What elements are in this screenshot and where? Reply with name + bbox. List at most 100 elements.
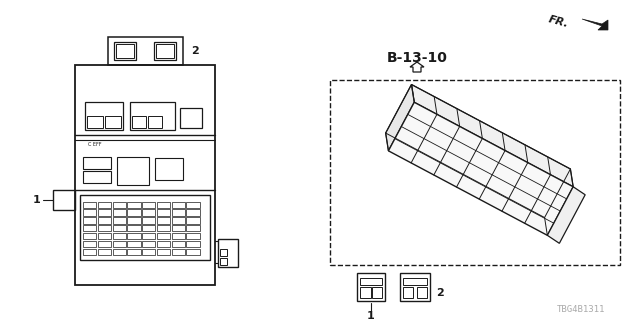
Bar (157, 202, 170, 208)
Bar (130, 102, 175, 130)
Bar (157, 249, 170, 255)
Bar (417, 287, 427, 298)
Bar (142, 241, 156, 247)
Text: 2: 2 (191, 46, 198, 56)
Bar (113, 249, 125, 255)
Bar (108, 37, 182, 65)
Bar (85, 102, 123, 130)
Polygon shape (412, 84, 573, 187)
Bar (186, 209, 200, 216)
Bar (83, 171, 111, 183)
Bar (400, 273, 430, 301)
Polygon shape (386, 84, 414, 151)
Bar (113, 241, 125, 247)
Bar (127, 225, 141, 231)
Bar (113, 217, 125, 224)
Text: C EFF: C EFF (88, 142, 102, 148)
Bar (157, 233, 170, 239)
Bar (357, 273, 385, 301)
Bar (172, 202, 185, 208)
Bar (83, 225, 96, 231)
Bar (53, 190, 75, 210)
Bar (157, 209, 170, 216)
Bar (98, 225, 111, 231)
Bar (218, 239, 238, 267)
Bar (155, 158, 183, 180)
Text: TBG4B1311: TBG4B1311 (557, 305, 605, 314)
Bar (87, 116, 103, 128)
Bar (180, 108, 202, 128)
Text: 1: 1 (367, 311, 375, 320)
Polygon shape (388, 102, 573, 235)
Bar (83, 241, 96, 247)
Bar (172, 209, 185, 216)
Bar (142, 225, 156, 231)
Bar (220, 249, 227, 256)
Bar (98, 249, 111, 255)
Bar (186, 233, 200, 239)
Bar (403, 278, 427, 285)
Bar (127, 241, 141, 247)
Bar (148, 116, 162, 128)
Bar (172, 217, 185, 224)
Bar (372, 287, 382, 298)
Bar (98, 233, 111, 239)
Bar (142, 202, 156, 208)
Bar (142, 249, 156, 255)
Bar (156, 44, 173, 58)
Bar (186, 217, 200, 224)
Bar (83, 202, 96, 208)
Bar (186, 202, 200, 208)
Text: 1: 1 (33, 195, 41, 205)
Polygon shape (582, 19, 608, 30)
Bar (83, 157, 111, 169)
Bar (220, 258, 227, 265)
Bar (330, 80, 620, 265)
Bar (113, 225, 125, 231)
Text: 2: 2 (436, 288, 444, 298)
Bar (80, 195, 210, 260)
Bar (127, 209, 141, 216)
Bar (127, 233, 141, 239)
Bar (186, 249, 200, 255)
Bar (113, 209, 125, 216)
Bar (127, 249, 141, 255)
Bar (105, 116, 121, 128)
Bar (83, 217, 96, 224)
Bar (157, 217, 170, 224)
Bar (157, 225, 170, 231)
Bar (117, 157, 149, 185)
Bar (115, 44, 134, 58)
Bar (360, 278, 382, 285)
Text: B-13-10: B-13-10 (387, 51, 447, 65)
Bar (83, 249, 96, 255)
Bar (113, 202, 125, 208)
Bar (142, 209, 156, 216)
Bar (98, 202, 111, 208)
Bar (113, 42, 136, 60)
Text: FR.: FR. (547, 14, 570, 29)
Bar (142, 233, 156, 239)
Polygon shape (547, 187, 585, 243)
Bar (172, 233, 185, 239)
Bar (127, 217, 141, 224)
Bar (98, 217, 111, 224)
Bar (132, 116, 146, 128)
Bar (172, 225, 185, 231)
Bar (83, 209, 96, 216)
Bar (360, 287, 371, 298)
Bar (142, 217, 156, 224)
Bar (83, 233, 96, 239)
Bar (98, 209, 111, 216)
Bar (172, 249, 185, 255)
Bar (75, 65, 215, 285)
Bar (186, 225, 200, 231)
Bar (186, 241, 200, 247)
Bar (98, 241, 111, 247)
Bar (403, 287, 413, 298)
Bar (127, 202, 141, 208)
Bar (154, 42, 175, 60)
Bar (113, 233, 125, 239)
Bar (157, 241, 170, 247)
Bar (172, 241, 185, 247)
